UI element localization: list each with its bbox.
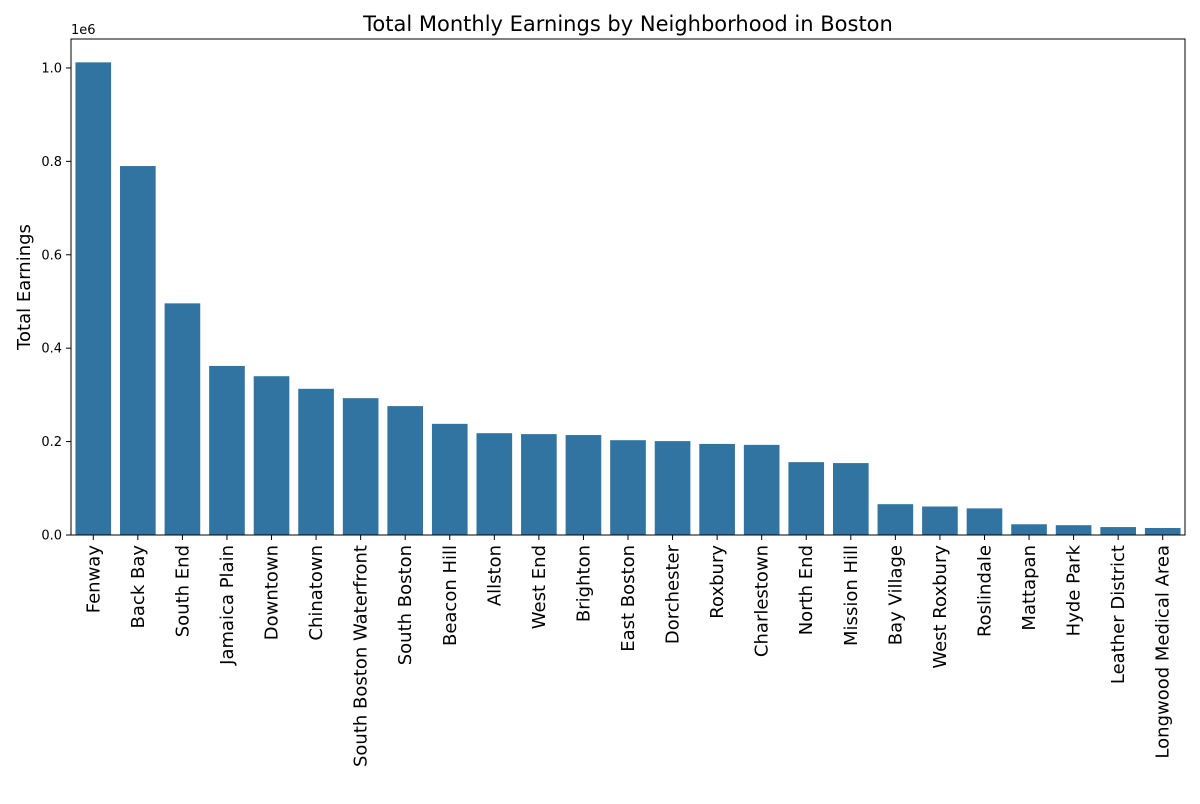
y-tick-label: 0.2 (41, 435, 62, 450)
bar-hyde-park (1055, 525, 1092, 535)
x-tick-label: Leather District (1108, 545, 1129, 684)
bar-fenway (75, 62, 112, 535)
plot-frame (70, 38, 1186, 536)
x-tick-label: Fenway (83, 545, 104, 614)
x-tick-label: Beacon Hill (440, 545, 461, 646)
x-tick-label: Dorchester (663, 544, 684, 644)
x-tick-label: South Boston Waterfront (351, 545, 372, 767)
y-axis-label: Total Earnings (14, 224, 35, 351)
y-axis-ticks: 0.0 0.2 0.4 0.6 0.8 1.0 (41, 61, 71, 544)
x-tick-label: Downtown (262, 545, 283, 640)
y-tick-label: 0.8 (41, 155, 62, 170)
x-tick-label: Back Bay (128, 545, 149, 629)
x-tick-label: Roxbury (707, 545, 728, 619)
bar-west-roxbury (922, 506, 958, 535)
x-tick-label: Jamaica Plain (217, 545, 238, 666)
bar-chinatown (298, 388, 334, 535)
bar-bay-village (877, 504, 914, 535)
bar-back-bay (120, 166, 156, 536)
bar-jamaica-plain (209, 365, 245, 535)
bars-group (75, 62, 1181, 536)
bar-roslindale (966, 508, 1003, 535)
x-tick-label: Charlestown (752, 545, 773, 657)
x-tick-label: West End (529, 545, 550, 629)
x-tick-label: Chinatown (306, 545, 327, 641)
y-tick-label: 0.6 (41, 248, 62, 263)
x-tick-label: West Roxbury (930, 545, 951, 669)
bar-roxbury (699, 443, 735, 535)
x-tick-label: Brighton (573, 545, 594, 622)
bar-brighton (565, 435, 602, 535)
x-tick-label: Roslindale (974, 545, 995, 637)
x-tick-label: Mattapan (1019, 545, 1040, 631)
y-tick-label: 0.4 (41, 342, 62, 357)
x-tick-label: Mission Hill (841, 545, 862, 646)
bar-north-end (788, 462, 825, 535)
bar-downtown (253, 376, 290, 535)
x-tick-label: Allston (484, 545, 505, 606)
y-axis-offset-text: 1e6 (71, 23, 96, 38)
bar-south-boston-waterfront (342, 398, 379, 535)
bar-leather-district (1100, 527, 1136, 535)
bar-east-boston (610, 440, 646, 535)
bar-west-end (521, 434, 557, 535)
x-tick-label: North End (796, 545, 817, 635)
x-tick-label: South End (172, 545, 193, 637)
x-axis-ticks: Fenway Back Bay South End Jamaica Plain Down… (83, 535, 1174, 767)
bar-south-boston (387, 406, 424, 535)
bar-south-end (164, 303, 201, 535)
bar-allston (476, 433, 513, 535)
chart-title: Total Monthly Earnings by Neighborhood i… (362, 12, 893, 36)
x-tick-label: Bay Village (885, 545, 906, 645)
bar-beacon-hill (431, 423, 468, 535)
bar-dorchester (654, 441, 691, 535)
bar-mission-hill (832, 463, 869, 535)
x-tick-label: Longwood Medical Area (1153, 545, 1174, 759)
bar-charlestown (743, 444, 780, 535)
y-tick-label: 0.0 (41, 529, 62, 544)
x-tick-label: East Boston (618, 545, 639, 652)
bar-longwood-medical-area (1144, 527, 1181, 535)
x-tick-label: Hyde Park (1064, 544, 1085, 636)
y-tick-label: 1.0 (41, 61, 62, 76)
x-tick-label: South Boston (395, 545, 416, 665)
bar-mattapan (1011, 524, 1047, 535)
